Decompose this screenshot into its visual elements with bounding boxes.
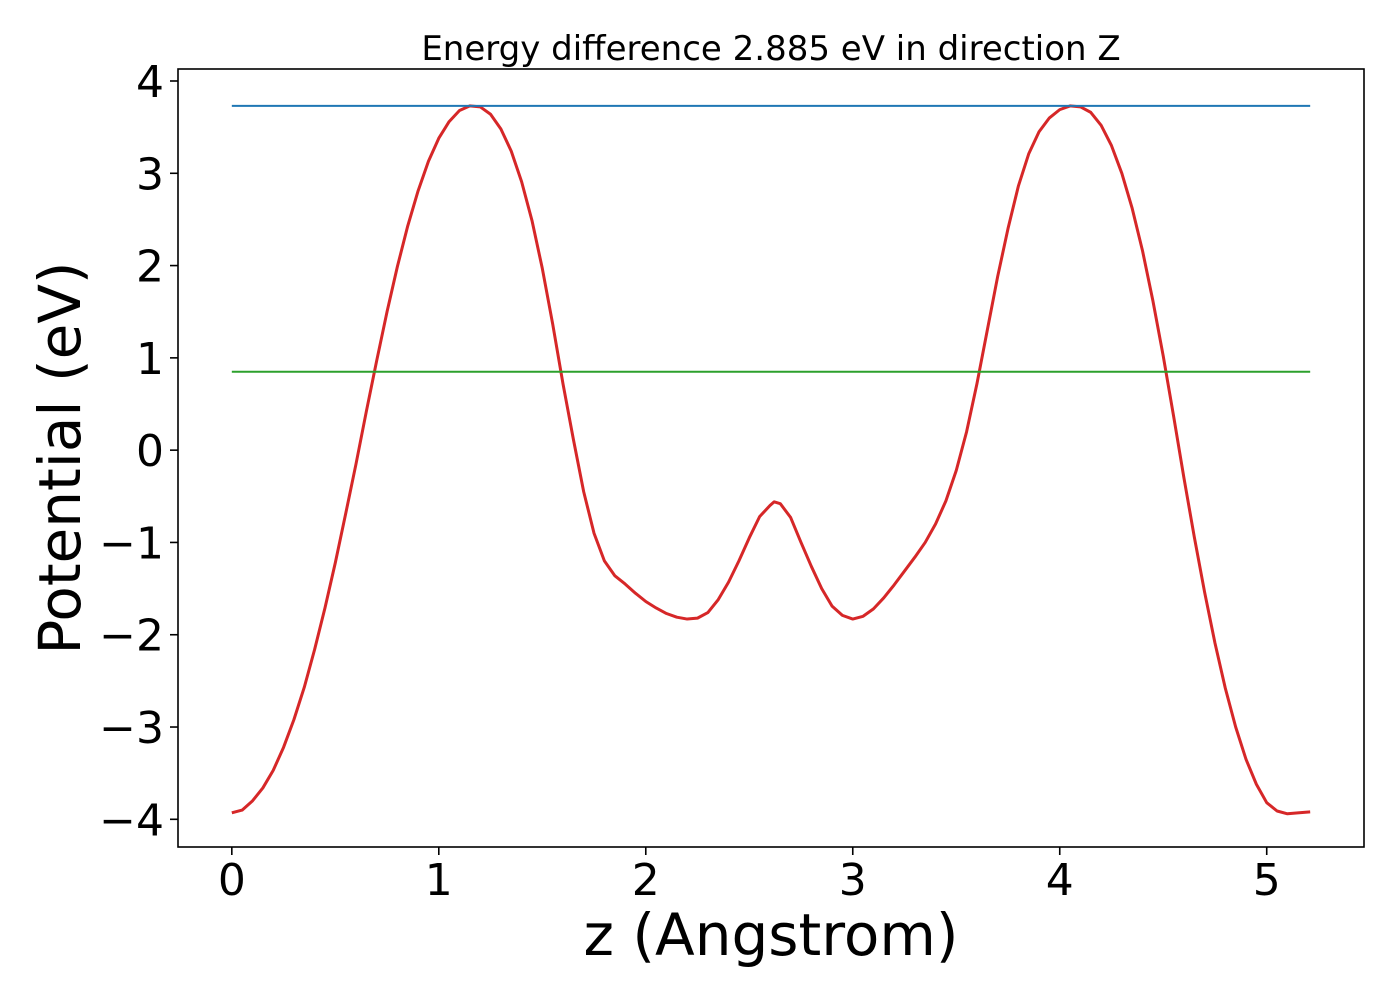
y-axis-ticks: −4 −3 −2 −1 0 1 2 3 4: [99, 57, 178, 846]
y-tick-label: 3: [136, 149, 164, 200]
series-layer: [231, 104, 1311, 816]
x-axis-ticks: 0 1 2 3 4 5: [218, 847, 1281, 906]
x-tick-label: 5: [1253, 855, 1281, 906]
plot-area: [177, 68, 1365, 848]
y-tick-label: 1: [136, 334, 164, 385]
y-tick-label: −1: [99, 518, 164, 569]
x-tick-label: 3: [839, 855, 867, 906]
x-tick-label: 1: [425, 855, 453, 906]
plot-frame: [177, 68, 1365, 848]
x-axis-title: z (Angstrom): [584, 901, 959, 969]
chart-title: Energy difference 2.885 eV in direction …: [421, 29, 1120, 69]
y-tick-label: 4: [136, 57, 164, 108]
y-axis-title: Potential (eV): [26, 261, 94, 654]
x-tick-label: 2: [632, 855, 660, 906]
x-tick-label: 0: [218, 855, 246, 906]
y-tick-label: −3: [99, 703, 164, 754]
y-tick-label: −4: [99, 795, 164, 846]
y-tick-label: 2: [136, 242, 164, 293]
y-tick-label: 0: [136, 426, 164, 477]
y-tick-label: −2: [99, 611, 164, 662]
series-line-0: [231, 104, 1311, 816]
x-tick-label: 4: [1046, 855, 1074, 906]
